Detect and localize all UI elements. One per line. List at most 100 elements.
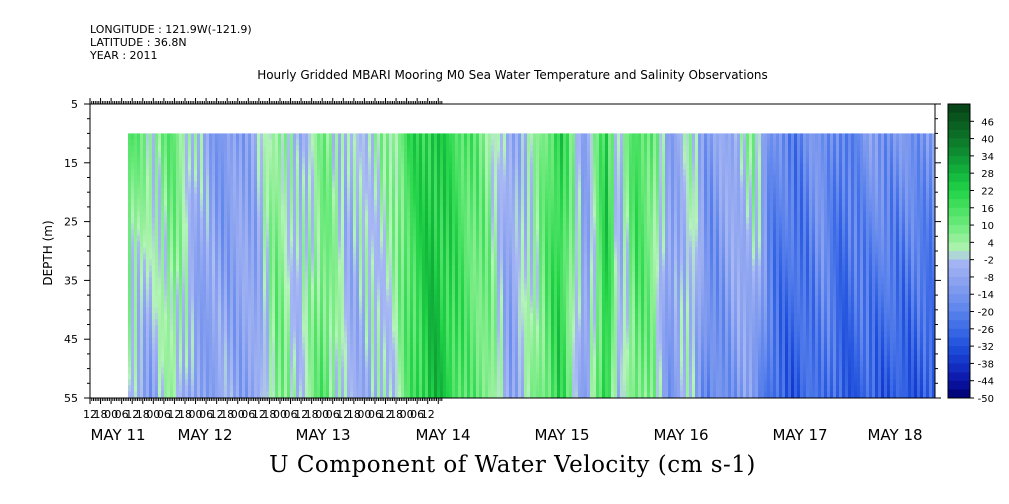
heatmap-cell <box>332 187 335 194</box>
heatmap-cell <box>431 325 434 332</box>
heatmap-cell <box>293 283 296 290</box>
heatmap-cell <box>137 385 140 392</box>
heatmap-cell <box>230 349 233 356</box>
heatmap-cell <box>395 241 398 248</box>
heatmap-cell <box>248 385 251 392</box>
heatmap-cell <box>332 313 335 320</box>
heatmap-cell <box>287 259 290 266</box>
heatmap-cell <box>440 361 443 368</box>
heatmap-cell <box>452 337 455 344</box>
heatmap-cell <box>410 235 413 242</box>
heatmap-cell <box>206 295 209 302</box>
heatmap-cell <box>191 157 194 164</box>
heatmap-cell <box>269 361 272 368</box>
heatmap-cell <box>341 331 344 338</box>
heatmap-cell <box>137 247 140 254</box>
heatmap-cell <box>434 331 437 338</box>
heatmap-cell <box>455 229 458 236</box>
heatmap-cell <box>428 337 431 344</box>
heatmap-cell <box>143 361 146 368</box>
heatmap-cell <box>230 259 233 266</box>
heatmap-cell <box>446 319 449 326</box>
heatmap-cell <box>311 205 314 212</box>
heatmap-cell <box>365 349 368 356</box>
heatmap-cell <box>395 235 398 242</box>
heatmap-cell <box>335 211 338 218</box>
heatmap-cell <box>386 223 389 230</box>
heatmap-cell <box>407 361 410 368</box>
heatmap-cell <box>413 307 416 314</box>
heatmap-cell <box>407 289 410 296</box>
heatmap-cell <box>266 175 269 182</box>
heatmap-cell <box>431 319 434 326</box>
heatmap-cell <box>335 169 338 176</box>
heatmap-cell <box>179 349 182 356</box>
heatmap-cell <box>278 139 281 146</box>
heatmap-cell <box>263 301 266 308</box>
heatmap-cell <box>176 217 179 224</box>
heatmap-cell <box>167 283 170 290</box>
heatmap-cell <box>143 289 146 296</box>
heatmap-cell <box>368 391 371 398</box>
heatmap-cell <box>314 223 317 230</box>
heatmap-cell <box>347 289 350 296</box>
heatmap-cell <box>242 223 245 230</box>
heatmap-cell <box>212 193 215 200</box>
heatmap-cell <box>230 253 233 260</box>
heatmap-cell <box>278 325 281 332</box>
heatmap-cell <box>338 289 341 296</box>
heatmap-cell <box>272 349 275 356</box>
heatmap-cell <box>338 235 341 242</box>
heatmap-cell <box>320 205 323 212</box>
heatmap-cell <box>167 259 170 266</box>
heatmap-cell <box>308 163 311 170</box>
heatmap-cell <box>293 265 296 272</box>
heatmap-cell <box>143 169 146 176</box>
heatmap-cell <box>362 265 365 272</box>
heatmap-cell <box>251 367 254 374</box>
heatmap-cell <box>437 199 440 206</box>
heatmap-cell <box>164 175 167 182</box>
heatmap-cell <box>458 349 461 356</box>
heatmap-cell <box>335 277 338 284</box>
heatmap-cell <box>344 283 347 290</box>
heatmap-cell <box>443 211 446 218</box>
heatmap-cell <box>359 385 362 392</box>
heatmap-cell <box>278 277 281 284</box>
heatmap-cell <box>269 241 272 248</box>
heatmap-cell <box>131 301 134 308</box>
heatmap-cell <box>263 343 266 350</box>
heatmap-cell <box>380 241 383 248</box>
heatmap-cell <box>257 277 260 284</box>
heatmap-cell <box>299 331 302 338</box>
heatmap-cell <box>425 373 428 380</box>
heatmap-cell <box>239 295 242 302</box>
heatmap-cell <box>230 277 233 284</box>
heatmap-cell <box>131 379 134 386</box>
heatmap-cell <box>161 181 164 188</box>
heatmap-cell <box>449 355 452 362</box>
heatmap-cell <box>428 157 431 164</box>
heatmap-cell <box>356 367 359 374</box>
heatmap-cell <box>311 265 314 272</box>
heatmap-cell <box>194 379 197 386</box>
heatmap-cell <box>182 379 185 386</box>
heatmap-cell <box>332 391 335 398</box>
heatmap-cell <box>326 157 329 164</box>
heatmap-cell <box>299 175 302 182</box>
heatmap-cell <box>215 181 218 188</box>
heatmap-cell <box>284 133 287 140</box>
heatmap-cell <box>344 163 347 170</box>
heatmap-cell <box>134 265 137 272</box>
heatmap-cell <box>239 175 242 182</box>
heatmap-cell <box>359 229 362 236</box>
heatmap-cell <box>452 247 455 254</box>
heatmap-cell <box>146 217 149 224</box>
heatmap-cell <box>401 325 404 332</box>
heatmap-cell <box>302 253 305 260</box>
heatmap-cell <box>425 211 428 218</box>
heatmap-cell <box>173 373 176 380</box>
heatmap-cell <box>350 289 353 296</box>
heatmap-cell <box>224 163 227 170</box>
heatmap-cell <box>425 247 428 254</box>
